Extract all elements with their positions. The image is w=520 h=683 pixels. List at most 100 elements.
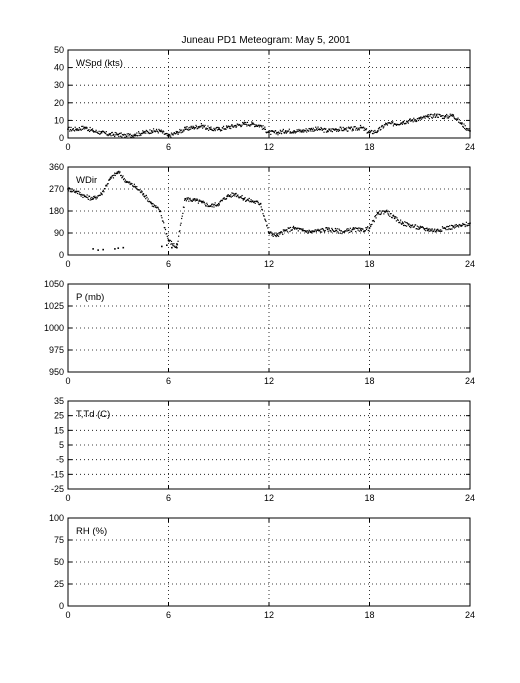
- panel-4: 0 6 12 18 24 -25 -15 -5 5 15 25 35 T,Td (C): [51, 396, 475, 503]
- x-tick-label: 12: [264, 376, 274, 386]
- data-point: [145, 129, 147, 132]
- data-point: [207, 129, 210, 131]
- data-point: [109, 178, 111, 181]
- data-point: [295, 227, 297, 229]
- data-point: [399, 221, 401, 223]
- data-point: [331, 131, 334, 133]
- data-point: [73, 189, 75, 191]
- data-point: [429, 115, 431, 117]
- data-point: [267, 231, 270, 233]
- data-point: [410, 120, 412, 122]
- data-point: [299, 131, 301, 133]
- data-point: [358, 230, 360, 232]
- data-point: [259, 124, 261, 126]
- data-point: [242, 122, 244, 124]
- data-point: [209, 205, 211, 207]
- data-point: [115, 172, 118, 175]
- data-point: [288, 130, 290, 132]
- data-point: [392, 214, 395, 216]
- data-point: [461, 122, 463, 124]
- data-point: [248, 124, 250, 126]
- data-point: [284, 131, 286, 133]
- data-point: [86, 194, 88, 196]
- data-point: [203, 126, 205, 128]
- data-point: [461, 224, 463, 226]
- x-tick-label: 6: [166, 142, 171, 152]
- data-point: [213, 127, 215, 129]
- data-point: [424, 117, 426, 119]
- data-point: [172, 245, 174, 247]
- data-point: [380, 212, 383, 214]
- data-point: [90, 197, 92, 199]
- data-point: [140, 190, 143, 192]
- data-point: [456, 118, 459, 120]
- data-point: [99, 194, 101, 196]
- data-point: [428, 114, 430, 116]
- data-point: [221, 200, 223, 202]
- data-point: [103, 131, 105, 133]
- data-point: [216, 129, 219, 131]
- data-point: [317, 228, 319, 230]
- data-point: [125, 180, 128, 183]
- data-point: [231, 192, 233, 194]
- data-point: [289, 226, 292, 229]
- data-point: [423, 229, 426, 231]
- data-point: [351, 130, 353, 132]
- data-point: [268, 232, 270, 234]
- data-point: [359, 127, 361, 129]
- data-point: [455, 118, 457, 120]
- data-point: [431, 116, 433, 118]
- data-point: [87, 129, 89, 131]
- data-point: [78, 193, 80, 195]
- data-point: [178, 131, 180, 133]
- y-tick-label: 40: [54, 63, 64, 73]
- data-point: [334, 230, 336, 233]
- data-point: [269, 231, 271, 234]
- data-point: [237, 196, 240, 198]
- data-point: [316, 229, 319, 231]
- data-point: [120, 135, 122, 137]
- data-point: [414, 119, 417, 121]
- data-point: [359, 227, 361, 229]
- data-point: [349, 231, 351, 233]
- data-point: [226, 195, 228, 198]
- data-point: [391, 217, 393, 219]
- data-point: [276, 233, 278, 235]
- data-point: [217, 126, 219, 129]
- data-point: [319, 229, 321, 231]
- data-point: [428, 228, 430, 230]
- data-point: [467, 224, 469, 227]
- data-point: [354, 126, 356, 128]
- data-point: [114, 131, 116, 134]
- data-point: [369, 131, 371, 134]
- data-point: [330, 231, 332, 233]
- data-point: [197, 199, 199, 201]
- data-point: [373, 132, 375, 134]
- data-point: [204, 203, 206, 205]
- data-point: [179, 230, 181, 232]
- data-point: [244, 123, 246, 125]
- data-point: [150, 201, 152, 203]
- data-point: [143, 131, 145, 133]
- data-point: [309, 130, 311, 132]
- data-point: [276, 131, 278, 134]
- y-tick-label: 975: [49, 345, 64, 355]
- data-point: [263, 128, 265, 130]
- panel-label: T,Td (C): [76, 409, 110, 420]
- data-point: [321, 231, 323, 233]
- data-point: [124, 181, 126, 183]
- x-tick-label: 18: [364, 610, 374, 620]
- data-point: [102, 190, 104, 193]
- data-point: [83, 128, 85, 130]
- data-point: [141, 191, 143, 193]
- data-point: [298, 227, 300, 229]
- data-point: [326, 131, 328, 133]
- data-point: [229, 195, 231, 198]
- data-point: [185, 198, 187, 200]
- data-point: [176, 131, 178, 134]
- data-point: [464, 225, 466, 228]
- data-point: [124, 134, 127, 136]
- data-point: [76, 129, 78, 132]
- data-point: [401, 221, 404, 223]
